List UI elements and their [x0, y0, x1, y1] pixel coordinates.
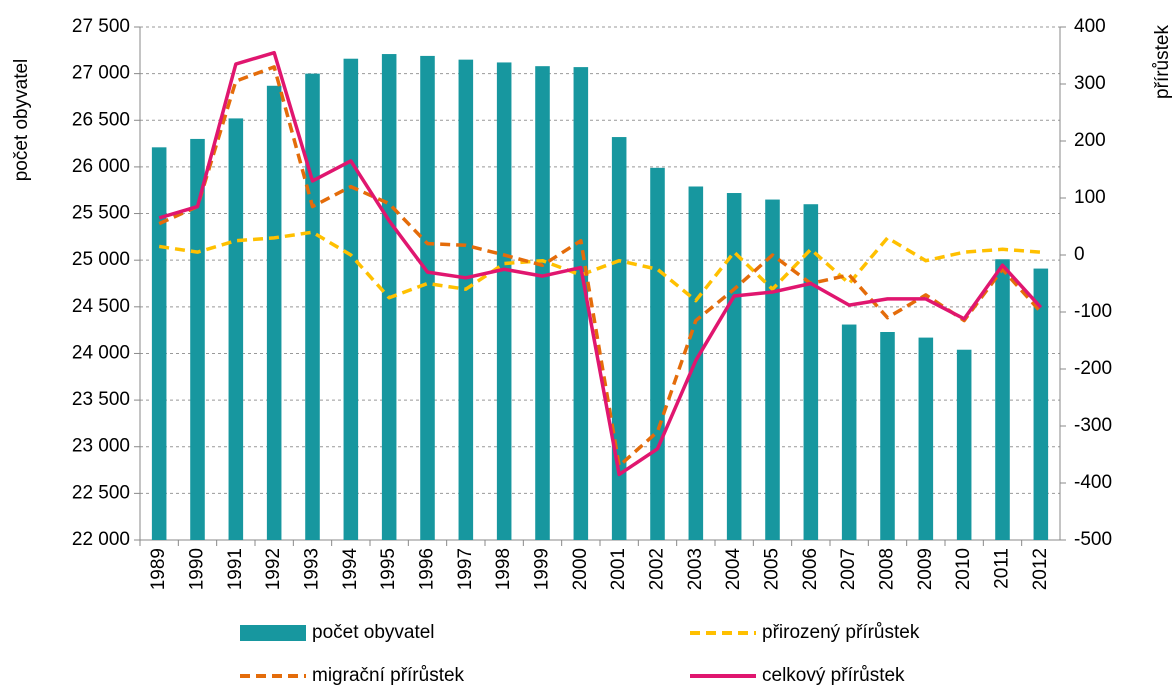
x-tick-label: 2007 [838, 548, 859, 590]
line [158, 230, 1041, 303]
line [158, 50, 1043, 477]
y-tick-label: 24 500 [72, 296, 130, 317]
bar [918, 337, 934, 540]
x-tick-label: 2001 [608, 548, 629, 590]
y2-tick-label: -500 [1074, 529, 1112, 550]
x-tick-label: 2006 [800, 548, 821, 590]
bar [535, 66, 550, 540]
bar [573, 67, 589, 540]
x-tick-label: 1989 [148, 548, 169, 590]
y-axis-label: počet obyvatel [11, 59, 32, 182]
bar [765, 199, 780, 540]
x-tick-label: 2011 [992, 548, 1013, 589]
x-tick-label: 2004 [723, 548, 744, 591]
x-tick-label: 2009 [915, 548, 936, 590]
y2-tick-label: 300 [1074, 73, 1106, 94]
legend-label: přirozený přírůstek [762, 622, 920, 643]
x-tick-label: 2005 [762, 548, 783, 590]
y-tick-label: 25 500 [72, 203, 130, 224]
bar [803, 204, 819, 540]
y2-tick-label: 100 [1074, 187, 1106, 208]
bar [266, 85, 282, 541]
x-tick-label: 1999 [532, 548, 553, 590]
bar [228, 118, 244, 540]
y2-tick-label: -300 [1074, 415, 1112, 436]
bar [650, 167, 665, 541]
y-tick-label: 27 500 [72, 16, 130, 37]
y-tick-label: 23 000 [72, 436, 130, 457]
x-tick-label: 1990 [187, 548, 208, 590]
bar [880, 332, 895, 540]
y2-tick-label: -200 [1074, 358, 1112, 379]
x-tick-label: 1995 [378, 548, 399, 590]
x-tick-label: 1998 [493, 548, 514, 590]
x-tick-label: 1992 [263, 548, 284, 590]
line [158, 65, 1043, 468]
y2-tick-label: -400 [1074, 472, 1112, 493]
x-tick-label: 2008 [877, 548, 898, 590]
y2-tick-label: -100 [1074, 301, 1112, 322]
y2-tick-label: 400 [1074, 16, 1106, 37]
legend-swatch [240, 625, 306, 641]
bar [1033, 268, 1049, 540]
bar [343, 58, 359, 540]
y-tick-label: 25 000 [72, 249, 130, 270]
bar [611, 137, 627, 540]
x-tick-label: 2000 [570, 548, 591, 590]
bar [956, 349, 972, 540]
bar [726, 193, 742, 540]
y-tick-label: 26 500 [72, 109, 130, 130]
x-tick-label: 2012 [1030, 548, 1051, 590]
y2-axis-label: přírůstek [1152, 25, 1173, 99]
bar [995, 259, 1010, 540]
y-tick-label: 23 500 [72, 389, 130, 410]
x-tick-label: 1994 [340, 548, 361, 591]
y-tick-label: 22 000 [72, 529, 130, 550]
legend-label: migrační přírůstek [312, 665, 465, 686]
y2-tick-label: 0 [1074, 244, 1085, 265]
legend-label: počet obyvatel [312, 622, 435, 643]
y2-tick-label: 200 [1074, 130, 1106, 151]
x-tick-label: 1996 [417, 548, 438, 590]
bar [151, 147, 167, 540]
bar [190, 138, 205, 540]
y-tick-label: 26 000 [72, 156, 130, 177]
x-tick-label: 1993 [302, 548, 323, 590]
y-tick-label: 27 000 [72, 63, 130, 84]
bar [841, 324, 857, 540]
x-tick-label: 2003 [685, 548, 706, 590]
y-tick-label: 22 500 [72, 482, 130, 503]
legend-label: celkový přírůstek [762, 665, 905, 686]
x-tick-label: 1991 [225, 548, 246, 590]
bar [458, 59, 474, 541]
x-tick-label: 1997 [455, 548, 476, 590]
bar [305, 73, 320, 541]
x-tick-label: 2010 [953, 548, 974, 590]
bar [496, 62, 512, 541]
bar [420, 55, 435, 540]
y-tick-label: 24 000 [72, 342, 130, 363]
x-tick-label: 2002 [647, 548, 668, 590]
